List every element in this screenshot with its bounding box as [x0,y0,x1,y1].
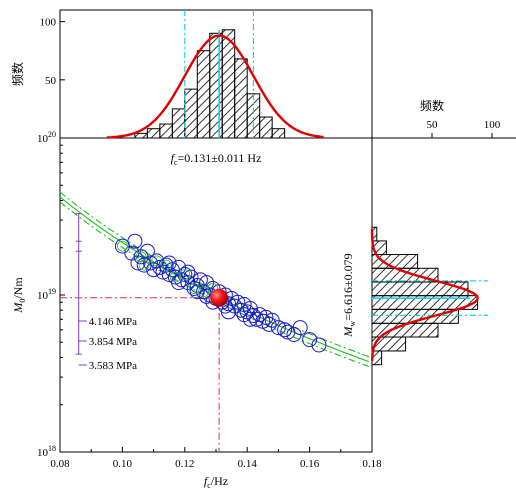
stress-drop-labels: 4.146 MPa 3.854 MPa 3.583 MPa [78,316,137,372]
data-point-fit-marker [135,251,147,263]
x-tick-label: 0.12 [175,458,194,470]
scatter-points [114,233,327,353]
top-histogram-y-axis: 100 50 [40,17,65,87]
top-histogram [106,10,324,139]
right-histogram-annotation: Mw=6.616±0.079 [341,253,357,337]
x-tick-label: 0.16 [300,458,320,470]
x-tick-label: 0.14 [238,458,258,470]
data-point [180,264,196,280]
histogram-bar [271,128,286,139]
gaussian-fit-curve [106,34,324,139]
histogram-bar [234,58,248,139]
histogram-bar [259,116,273,139]
data-point [221,304,236,320]
data-point-fit-marker [151,255,163,267]
data-point [277,322,293,338]
x-tick-label: 0.08 [50,458,70,470]
data-point [186,281,202,296]
y-tick-label: 1019 [37,287,56,302]
y-tick-label: 1020 [37,130,56,145]
reference-lines [60,297,220,452]
stress-drop-curve [59,191,370,358]
data-point-fit-marker [117,240,128,252]
data-point [143,255,158,271]
data-point-fit-marker [138,259,150,271]
data-point-fit-marker [160,259,172,271]
x-tick-label: 0.18 [362,458,382,470]
data-point [245,308,261,323]
stress-drop-bar [75,213,82,355]
y-tick-label: 100 [40,17,57,29]
data-point [302,332,318,348]
right-histogram-x-axis: 50 100 [427,119,501,138]
y-tick-label: 50 [45,75,57,87]
data-point [242,311,258,327]
data-point [127,233,143,249]
stress-drop-label: 4.146 MPa [89,316,137,328]
histogram-bar [171,108,186,139]
main-ylabel: M0/Nm [11,277,27,314]
top-histogram-ylabel: 频数 [10,62,25,86]
x-tick-label: 50 [427,119,439,131]
right-histogram [370,226,488,366]
data-point [292,320,308,336]
data-point-fit-marker [179,269,191,280]
data-point [177,267,193,282]
main-xlabel: fc/Hz [204,474,228,490]
mean-point [210,288,229,307]
x-tick-label: 100 [484,119,501,131]
data-point-fit-marker [198,286,209,298]
stress-drop-label: 3.854 MPa [89,336,137,348]
histogram-bar [371,281,469,297]
data-point [261,316,277,332]
main-axes: 0.08 0.10 0.12 0.14 0.16 0.18 1018 1019 1020 [37,130,382,470]
data-point [258,309,274,325]
data-point [270,320,286,336]
histogram-bar [209,32,223,139]
data-point [139,243,155,259]
stress-drop-label: 3.583 MPa [89,360,137,372]
histogram-bar [146,128,161,139]
data-point [130,255,146,271]
histogram-bar [196,50,211,139]
data-point [311,337,327,353]
gaussian-fit-curve [370,229,479,362]
x-tick-label: 0.10 [113,458,133,470]
data-point [161,255,177,271]
right-histogram-xlabel: 频数 [420,98,444,113]
histogram-bar [184,88,198,139]
histogram-bar [134,132,148,139]
top-histogram-annotation: fc=0.131±0.011 Hz [171,151,262,167]
histogram-bar [159,123,173,139]
histogram-bar [221,29,236,139]
data-point [171,275,187,291]
y-tick-label: 1018 [37,444,56,459]
data-point [183,269,199,285]
